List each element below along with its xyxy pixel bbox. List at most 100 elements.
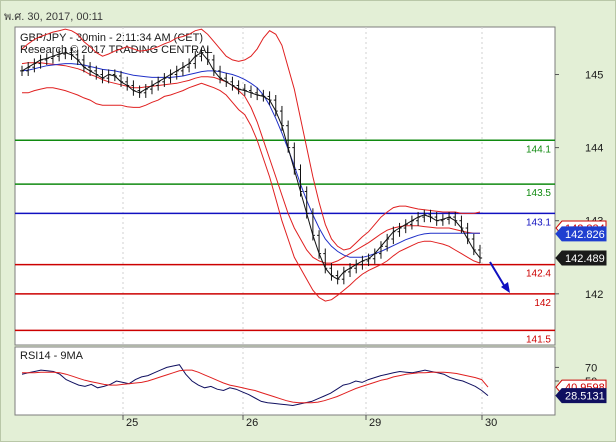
level-label: 143.1 xyxy=(526,217,551,228)
price-tag-label: 142.826 xyxy=(565,229,605,241)
price-bar xyxy=(249,85,253,98)
price-bar xyxy=(397,222,402,237)
price-bar xyxy=(378,241,383,259)
price-bar xyxy=(440,214,445,226)
price-bar xyxy=(156,76,161,91)
candle-layer xyxy=(20,47,482,285)
price-bar xyxy=(50,51,55,64)
rsi-series-9ma xyxy=(22,369,489,404)
price-bar xyxy=(286,120,291,153)
series-bollinger-lower xyxy=(22,82,481,302)
price-bar xyxy=(447,211,452,225)
price-bar xyxy=(94,65,99,80)
price-bar xyxy=(409,215,414,230)
rsi-layer xyxy=(21,364,489,407)
price-bar xyxy=(162,73,167,87)
price-bar xyxy=(20,65,24,76)
price-bar xyxy=(403,219,408,234)
date-stamp: พ.ศ. 30, 2017, 00:11 xyxy=(4,11,104,23)
price-bar xyxy=(131,80,136,96)
price-bar xyxy=(230,76,235,91)
price-bar xyxy=(199,47,204,62)
price-bar xyxy=(119,70,124,87)
x-tick-label: 26 xyxy=(246,417,258,429)
x-tick-label: 29 xyxy=(369,417,381,429)
price-bar xyxy=(205,47,210,66)
price-bar xyxy=(453,211,458,226)
rsi-value-label: 28.5131 xyxy=(565,391,605,403)
price-bar xyxy=(63,47,68,60)
price-bar xyxy=(88,62,93,76)
level-label: 142 xyxy=(534,298,551,309)
price-bar xyxy=(341,266,346,285)
price-tag: 142.489 xyxy=(555,250,607,266)
price-bar xyxy=(38,54,43,69)
x-tick-label: 30 xyxy=(485,417,497,429)
price-bar xyxy=(187,58,192,73)
price-tag: 142.826 xyxy=(555,226,607,242)
price-bar xyxy=(323,248,328,274)
price-bar xyxy=(57,48,62,62)
price-bar xyxy=(354,259,359,274)
series-blue-average xyxy=(21,63,480,258)
price-bar xyxy=(81,54,86,73)
price-bar xyxy=(69,47,74,60)
price-bar xyxy=(360,255,365,270)
price-bar xyxy=(428,209,433,223)
price-bar xyxy=(478,244,482,264)
price-bar xyxy=(44,53,49,66)
price-bar xyxy=(106,69,111,84)
price-bar xyxy=(26,62,31,76)
price-bar xyxy=(471,233,476,256)
price-bar xyxy=(434,211,439,226)
price-bar xyxy=(112,69,117,82)
chart-title: GBP/JPY - 30min - 2:11:34 AM (CET) xyxy=(20,32,203,44)
price-bar xyxy=(211,54,216,76)
price-bar xyxy=(255,87,260,101)
price-bar xyxy=(416,211,421,226)
x-tick-label: 25 xyxy=(126,417,138,429)
price-bar xyxy=(149,80,154,95)
price-bar xyxy=(292,142,297,175)
forecast-arrow xyxy=(489,261,510,293)
price-bar xyxy=(335,270,340,285)
y-tick-label: 144 xyxy=(585,143,603,155)
price-bar xyxy=(329,263,334,281)
price-bar xyxy=(385,233,390,252)
price-bar xyxy=(273,94,278,117)
price-bar xyxy=(372,248,377,264)
price-bar xyxy=(224,73,229,87)
price-bar xyxy=(298,164,303,197)
price-bar xyxy=(267,91,272,106)
price-bar xyxy=(391,226,396,245)
price-bar xyxy=(168,69,173,84)
price-bar xyxy=(218,65,223,84)
price-bar xyxy=(348,263,353,278)
level-label: 143.5 xyxy=(526,188,551,199)
rsi-tick-label: 70 xyxy=(585,362,597,374)
price-bar xyxy=(310,208,315,241)
price-bar xyxy=(465,222,470,245)
level-label: 141.5 xyxy=(526,334,551,345)
chart-subtitle: Research © 2017 TRADING CENTRAL xyxy=(20,44,213,56)
price-bar xyxy=(125,76,130,91)
level-label: 142.4 xyxy=(526,269,551,280)
price-bar xyxy=(32,58,37,73)
price-bar xyxy=(317,230,322,259)
price-bar xyxy=(279,105,284,131)
price-bar xyxy=(100,69,105,84)
price-bar xyxy=(137,85,142,98)
price-bar xyxy=(193,51,198,69)
rsi-value-tag: 28.5131 xyxy=(555,388,607,404)
price-bar xyxy=(236,80,241,95)
y-tick-label: 145 xyxy=(585,70,603,82)
level-label: 144.1 xyxy=(526,144,551,155)
price-bar xyxy=(422,209,427,223)
price-bar xyxy=(459,215,464,234)
series-bollinger-upper xyxy=(21,28,481,251)
price-bar xyxy=(75,49,80,66)
rsi-series-rsi14 xyxy=(21,364,489,407)
rsi-title: RSI14 - 9MA xyxy=(20,350,84,362)
